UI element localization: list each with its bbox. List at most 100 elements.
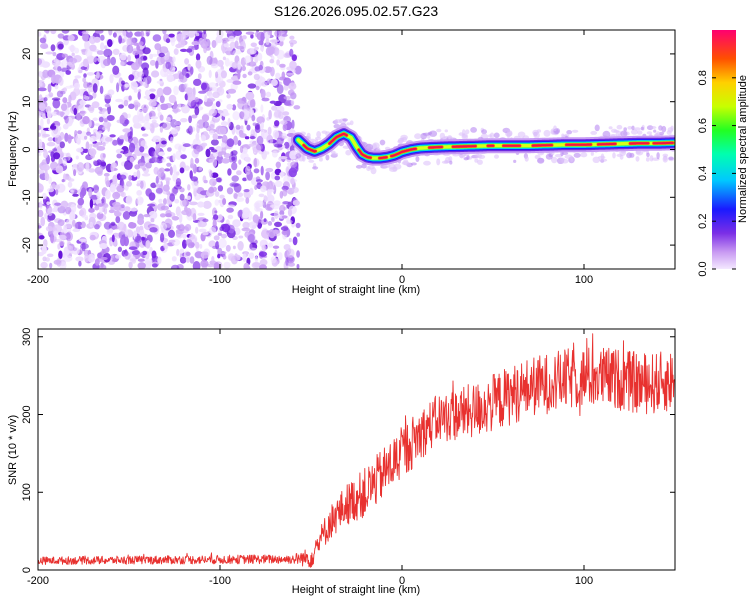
noise-speck [158,198,163,204]
noise-speck [67,134,72,144]
noise-speck [252,122,257,126]
noise-speck [256,208,263,212]
noise-speck [79,190,85,199]
noise-speck [164,168,171,172]
noise-speck [95,142,103,146]
noise-speck [195,53,201,61]
noise-speck [116,82,120,93]
noise-speck [265,91,272,98]
noise-speck [253,168,260,174]
noise-speck [92,83,98,93]
noise-speck [270,78,278,87]
noise-speck [99,243,108,249]
noise-speck [211,172,219,178]
noise-speck [233,193,238,199]
ridge-halo-speck [506,130,513,137]
noise-speck [231,156,236,161]
noise-speck [135,226,141,234]
noise-speck [213,262,220,269]
noise-speck [73,169,77,177]
spectrogram-y-label: Frequency (Hz) [7,111,19,187]
noise-speck [273,210,279,219]
noise-speck [46,118,51,125]
noise-speck [248,252,255,259]
noise-speck [217,185,224,192]
noise-speck [251,262,261,269]
noise-speck [254,200,264,208]
ridge-peak [531,144,553,147]
noise-speck [158,172,167,181]
ridge-halo-speck [656,152,660,160]
noise-speck [84,253,89,263]
noise-speck [46,142,56,147]
noise-speck [175,178,182,187]
ridge-peak [597,142,617,146]
noise-speck [77,130,82,135]
noise-speck [86,131,91,136]
noise-speck [57,219,65,227]
noise-speck [287,262,295,267]
noise-speck [109,74,114,84]
noise-speck [38,152,42,157]
noise-speck [221,233,227,239]
noise-speck [176,33,184,43]
noise-speck [204,94,208,103]
noise-speck [271,39,280,43]
noise-speck [193,78,202,86]
noise-speck [126,181,132,187]
noise-speck [82,58,89,68]
noise-speck [84,40,90,50]
noise-speck [203,179,208,184]
noise-speck [246,124,251,131]
ridge-halo-speck [645,157,650,162]
chart-title: S126.2026.095.02.57.G23 [274,3,438,19]
snr-panel: -200 -100 0 100 0 100 200 300 Height of straig… [7,328,676,596]
noise-speck [285,99,293,106]
noise-speck [165,213,172,218]
noise-speck [247,234,255,243]
ridge-halo-speck [420,132,428,140]
noise-speck [45,225,54,232]
ridge-halo-speck [415,156,420,162]
ridge-halo-speck [658,131,665,136]
noise-speck [98,130,103,134]
noise-speck [121,80,125,85]
noise-speck [118,104,124,109]
noise-speck [134,76,143,81]
noise-speck [256,30,260,33]
ridge-halo-speck [308,159,315,163]
noise-speck [286,66,295,71]
noise-speck [220,121,228,127]
noise-speck [226,93,231,99]
noise-speck [175,150,183,160]
noise-speck [63,224,68,234]
noise-speck [237,192,244,197]
ridge-halo-speck [333,124,341,129]
noise-speck [283,77,292,86]
noise-speck [123,99,129,107]
noise-speck [242,211,250,219]
noise-speck [139,146,145,153]
noise-speck [114,74,121,79]
noise-speck [68,94,72,104]
noise-speck [50,30,57,35]
noise-speck [249,243,253,250]
noise-speck [51,74,56,85]
noise-speck [46,110,52,119]
noise-speck [82,94,87,100]
noise-speck [179,75,188,83]
noise-speck [266,78,272,84]
ridge-peak [451,145,477,148]
noise-speck [80,243,89,250]
noise-speck [56,257,62,267]
noise-speck [78,260,82,267]
noise-speck [163,242,169,249]
noise-speck [170,128,178,135]
noise-speck [126,37,131,47]
noise-speck [67,181,73,188]
noise-speck [74,189,78,194]
noise-speck [289,48,294,57]
noise-speck [169,166,173,176]
snr-x-ticks: -200 -100 0 100 [27,329,593,587]
noise-speck [260,128,265,138]
